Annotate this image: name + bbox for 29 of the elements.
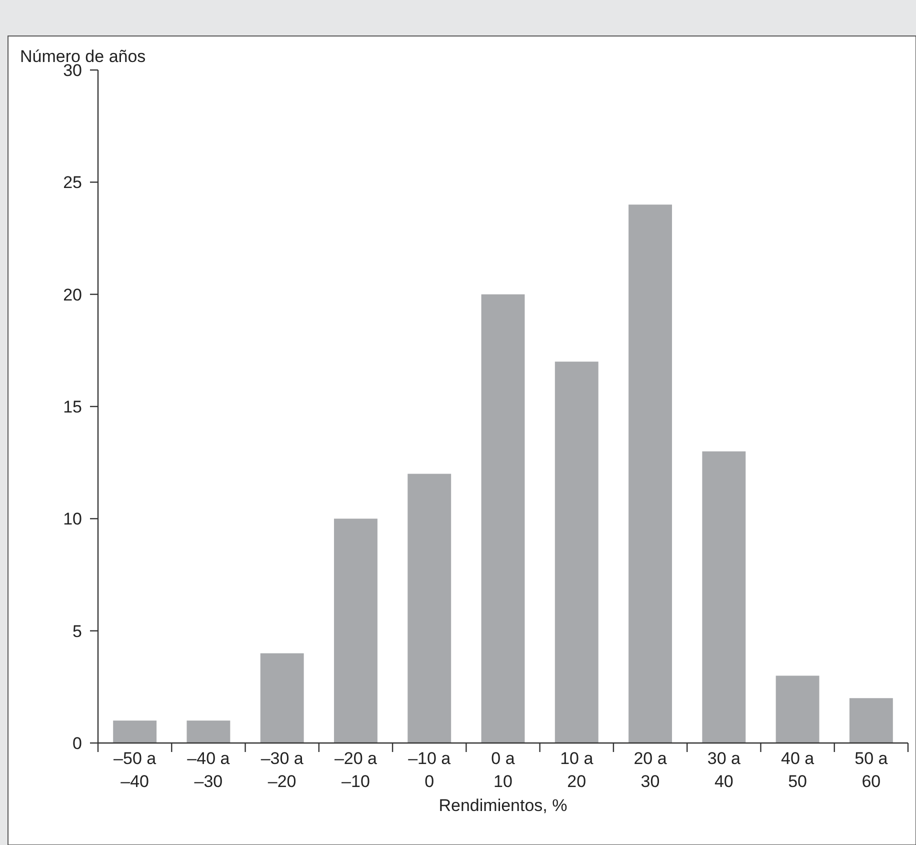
- x-axis-title: Rendimientos, %: [438, 796, 568, 815]
- bar: [776, 676, 820, 743]
- x-tick-label: –20 a –10: [334, 749, 378, 791]
- bar: [408, 474, 452, 743]
- x-tick-label: 30 a 40: [707, 749, 741, 791]
- y-tick-label: 15: [63, 397, 82, 416]
- x-tick-label: 20 a 30: [634, 749, 668, 791]
- x-tick-label: –40 a –30: [187, 749, 230, 791]
- x-tick-label: 50 a 60: [854, 749, 888, 791]
- bar: [260, 653, 304, 743]
- bar: [628, 204, 672, 743]
- bar: [554, 362, 598, 743]
- x-tick-label: –10 a 0: [408, 749, 452, 791]
- x-tick-label: 0 a 10: [491, 749, 516, 791]
- x-tick-label: 40 a 50: [781, 749, 815, 791]
- bar: [702, 451, 746, 743]
- y-tick-label: 5: [72, 622, 82, 641]
- y-tick-label: 25: [63, 173, 82, 192]
- x-tick-label: –50 a –40: [114, 749, 157, 791]
- y-tick-label: 20: [63, 285, 82, 304]
- y-tick-label: 0: [72, 734, 82, 753]
- y-tick-label: 10: [63, 510, 82, 529]
- bar: [849, 698, 893, 743]
- bar: [334, 518, 378, 743]
- bar: [481, 294, 525, 743]
- bar: [113, 720, 157, 743]
- bar: [186, 720, 230, 743]
- x-tick-label: –30 a –20: [260, 749, 304, 791]
- x-tick-label: 10 a 20: [560, 749, 594, 791]
